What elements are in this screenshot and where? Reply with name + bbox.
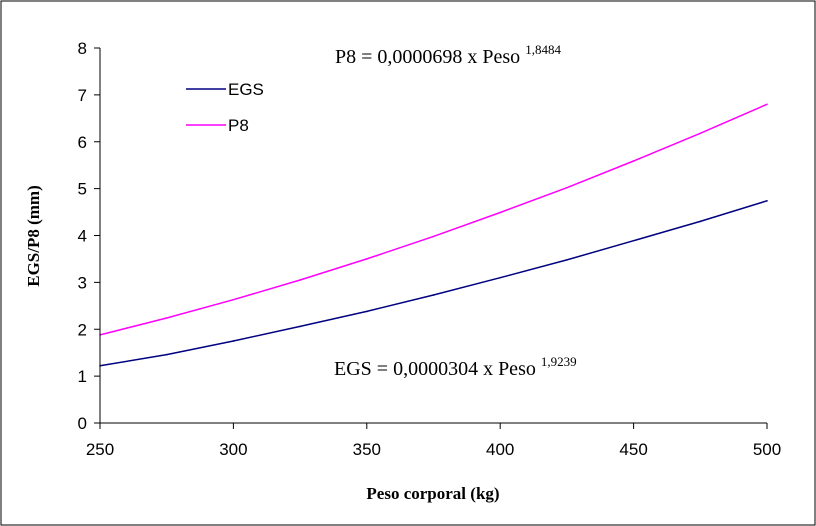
y-tick-label: 0	[78, 414, 87, 433]
data-point-p8	[232, 298, 235, 301]
y-tick-label: 3	[78, 273, 87, 292]
x-ticks: 250 300 350 400 450 500	[86, 423, 781, 459]
data-point-egs	[165, 353, 168, 356]
y-axis-title: EGS/P8 (mm)	[24, 185, 43, 287]
y-tick-label: 4	[78, 227, 87, 246]
data-point-p8	[699, 132, 702, 135]
x-tick-label: 500	[753, 440, 781, 459]
data-point-p8	[299, 279, 301, 281]
p8-equation-text: P8 = 0,0000698 x Peso	[335, 46, 525, 68]
y-tick-label: 2	[78, 320, 87, 339]
p8-equation-exponent: 1,8484	[525, 42, 561, 57]
y-tick-label: 7	[78, 86, 87, 105]
egs-equation-text: EGS = 0,0000304 x Peso	[334, 358, 541, 380]
data-point-egs	[232, 340, 235, 342]
x-tick-label: 300	[219, 440, 247, 459]
legend-label-egs: EGS	[228, 80, 264, 99]
legend-label-p8: P8	[228, 116, 249, 135]
plot-lines	[99, 103, 768, 367]
x-tick-label: 250	[86, 440, 114, 459]
x-tick-label: 350	[353, 440, 381, 459]
egs-equation-annotation: EGS = 0,0000304 x Peso 1,9239	[334, 354, 577, 380]
egs-equation-exponent: 1,9239	[541, 354, 577, 369]
data-point-egs	[699, 220, 702, 223]
data-point-egs	[366, 310, 368, 313]
data-point-p8	[632, 160, 635, 162]
data-point-egs	[566, 259, 568, 261]
y-tick-label: 1	[78, 367, 87, 386]
data-point-egs	[299, 325, 301, 328]
data-point-p8	[432, 235, 435, 238]
y-tick-label: 5	[78, 180, 87, 199]
data-point-egs	[632, 239, 635, 242]
y-tick-label: 6	[78, 133, 87, 152]
p8-equation-annotation: P8 = 0,0000698 x Peso 1,8484	[335, 42, 561, 68]
data-point-egs	[499, 276, 502, 279]
x-tick-label: 400	[486, 440, 514, 459]
data-point-p8	[566, 186, 568, 189]
y-ticks: 0 1 2 3 4 5 6 7 8	[78, 39, 100, 433]
data-point-p8	[499, 211, 502, 214]
data-point-egs	[432, 294, 435, 296]
data-point-p8	[366, 258, 368, 260]
data-point-p8	[165, 317, 168, 319]
data-point-egs	[766, 200, 768, 202]
x-tick-label: 450	[619, 440, 647, 459]
data-point-p8	[766, 103, 768, 106]
y-tick-label: 8	[78, 39, 87, 58]
x-axis-title: Peso corporal (kg)	[366, 484, 499, 503]
legend: EGS P8	[186, 80, 264, 135]
